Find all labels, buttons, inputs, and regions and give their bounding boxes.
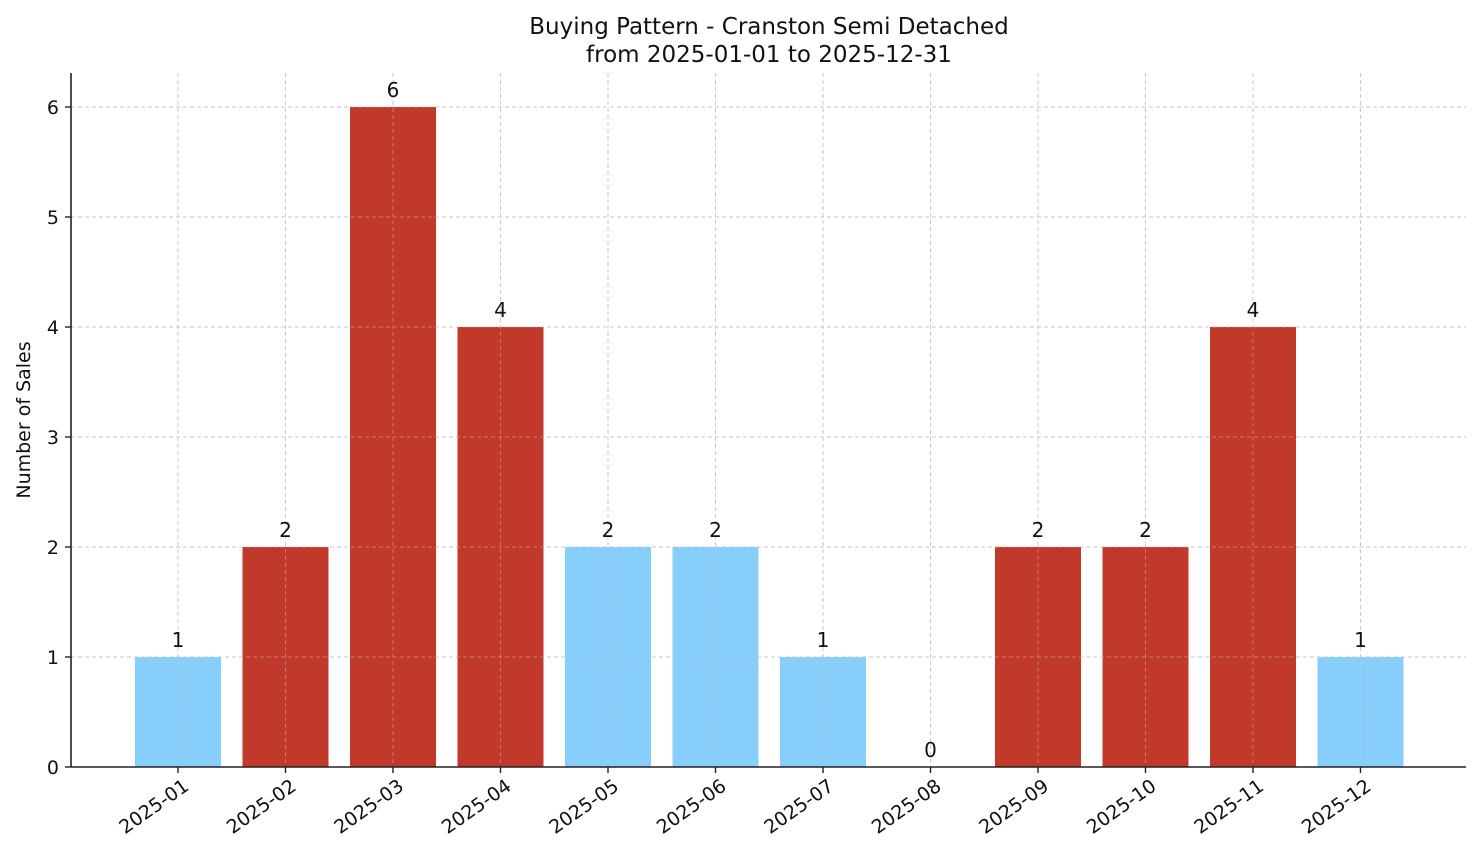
bar-value-label: 2 <box>279 518 292 542</box>
y-tick-label: 5 <box>47 207 59 229</box>
bar-2025-02 <box>242 547 329 767</box>
x-tick-label: 2025-11 <box>1190 775 1268 839</box>
y-tick-label: 1 <box>47 647 59 669</box>
x-tick-label: 2025-01 <box>115 775 193 839</box>
bar-value-label: 6 <box>387 78 400 102</box>
y-tick-label: 2 <box>47 537 59 559</box>
bar-value-label: 4 <box>1247 298 1260 322</box>
x-tick-label: 2025-10 <box>1083 775 1161 839</box>
y-tick-label: 0 <box>47 757 59 779</box>
y-tick-label: 4 <box>47 317 59 339</box>
bar-2025-11 <box>1210 327 1296 767</box>
bar-2025-12 <box>1317 657 1404 767</box>
x-tick-label: 2025-06 <box>653 775 731 839</box>
bar-value-label: 2 <box>602 518 615 542</box>
bar-value-label: 4 <box>494 298 507 322</box>
x-tick-label: 2025-03 <box>330 775 408 839</box>
bar-2025-10 <box>1102 547 1189 767</box>
bar-value-label: 1 <box>817 628 830 652</box>
chart-title: Buying Pattern - Cranston Semi Detached <box>529 14 1008 40</box>
data-labels: 1 2 6 4 2 2 1 0 2 2 4 1 <box>172 78 1367 762</box>
x-tick-label: 2025-09 <box>975 775 1053 839</box>
bar-2025-07 <box>780 657 866 767</box>
bars <box>71 73 1466 767</box>
y-axis-ticks: 0 1 2 3 4 5 6 <box>47 97 71 779</box>
bar-2025-03 <box>350 107 436 767</box>
axes <box>70 73 1466 768</box>
x-tick-label: 2025-08 <box>868 775 946 839</box>
bar-value-label: 2 <box>709 518 722 542</box>
bar-value-label: 1 <box>1354 628 1367 652</box>
x-tick-label: 2025-05 <box>545 775 623 839</box>
chart-subtitle: from 2025-01-01 to 2025-12-31 <box>586 42 952 68</box>
bar-value-label: 2 <box>1139 518 1152 542</box>
bar-value-label: 2 <box>1032 518 1045 542</box>
bar-2025-04 <box>457 327 544 767</box>
bar-2025-05 <box>565 547 651 767</box>
x-tick-label: 2025-07 <box>760 775 838 839</box>
y-axis-label: Number of Sales <box>13 341 35 498</box>
bar-2025-09 <box>995 547 1081 767</box>
bar-2025-01 <box>135 657 221 767</box>
bar-2025-06 <box>672 547 759 767</box>
x-axis-ticks: 2025-01 2025-02 2025-03 2025-04 2025-05 2025-… <box>115 767 1375 839</box>
x-tick-label: 2025-04 <box>438 775 516 839</box>
bar-value-label: 0 <box>924 738 937 762</box>
x-tick-label: 2025-12 <box>1298 775 1376 839</box>
bar-value-label: 1 <box>172 628 185 652</box>
x-tick-label: 2025-02 <box>223 775 301 839</box>
y-tick-label: 3 <box>47 427 59 449</box>
y-tick-label: 6 <box>47 97 59 119</box>
